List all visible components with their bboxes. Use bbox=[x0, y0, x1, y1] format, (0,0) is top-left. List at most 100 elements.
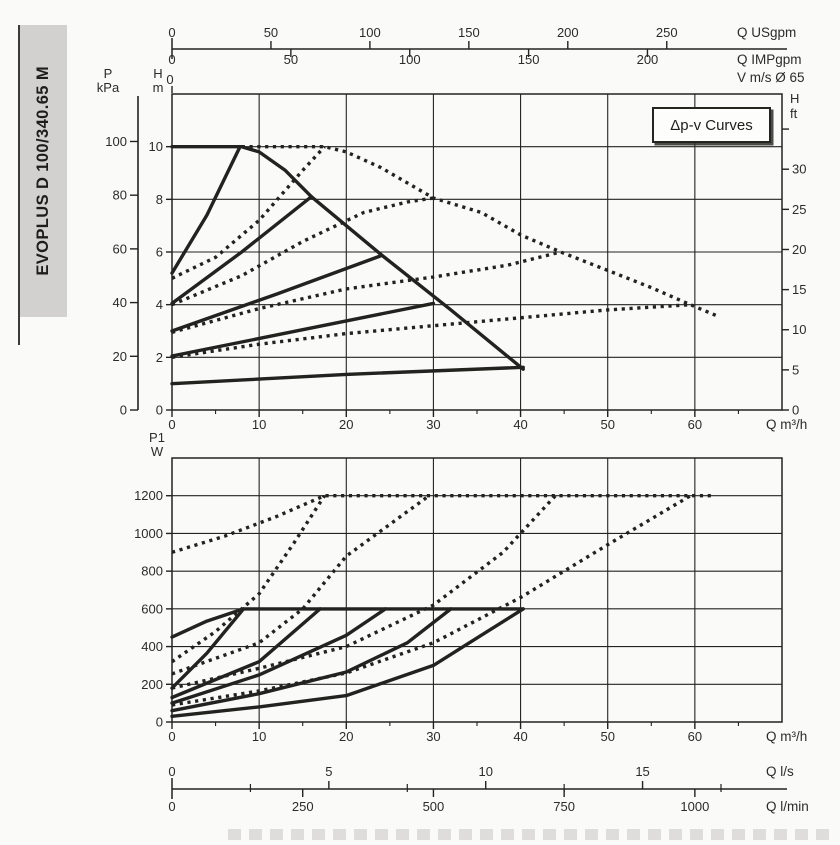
scale-tick-label: 10 bbox=[478, 764, 492, 779]
scale-tick-label: 250 bbox=[656, 25, 678, 40]
series-dpv-6m-single bbox=[170, 254, 382, 333]
series-min-curve-single bbox=[170, 365, 525, 386]
scale-unit: Q USgpm bbox=[737, 25, 796, 40]
y-axis-symbol: H bbox=[153, 66, 162, 81]
x-tick-label: 60 bbox=[688, 417, 702, 432]
series-max-curve-parallel bbox=[241, 145, 720, 319]
velocity-zero-label: 0 bbox=[166, 72, 173, 87]
x-tick-label: 0 bbox=[168, 729, 175, 744]
next-section-edge bbox=[228, 829, 834, 840]
ft-axis-unit: ft bbox=[790, 106, 798, 121]
scale-tick-label: 200 bbox=[637, 52, 659, 67]
series-dpv-10m-parallel bbox=[171, 145, 326, 280]
y-tick-label: 600 bbox=[141, 601, 163, 616]
x-tick-label: 0 bbox=[168, 417, 175, 432]
y-tick-label: 10 bbox=[149, 139, 163, 154]
series-dpv-4m-parallel bbox=[171, 303, 691, 359]
x-axis-unit: Q m³/h bbox=[766, 417, 807, 432]
power-flow-chart-frame bbox=[171, 457, 783, 723]
scale-tick-label: 0 bbox=[168, 52, 175, 67]
ft-tick-label: 0 bbox=[792, 403, 799, 418]
scale-tick-label: 750 bbox=[553, 799, 575, 814]
kpa-tick-label: 20 bbox=[113, 349, 127, 364]
x-tick-label: 40 bbox=[513, 729, 527, 744]
scale-tick-label: 50 bbox=[284, 52, 298, 67]
x-tick-label: 20 bbox=[339, 729, 353, 744]
scale-unit: Q IMPgpm bbox=[737, 52, 802, 67]
kpa-tick-label: 0 bbox=[120, 403, 127, 418]
scale-tick-label: 250 bbox=[292, 799, 314, 814]
series-power-min-single bbox=[170, 607, 525, 718]
x-tick-label: 50 bbox=[600, 729, 614, 744]
y-tick-label: 4 bbox=[156, 297, 163, 312]
scale-tick-label: 100 bbox=[359, 25, 381, 40]
dpv-curves-label: Δp-v Curves bbox=[670, 116, 753, 134]
scale-tick-label: 0 bbox=[168, 25, 175, 40]
y-tick-label: 1000 bbox=[134, 526, 163, 541]
ft-tick-label: 25 bbox=[792, 202, 806, 217]
y-axis-unit: m bbox=[153, 80, 164, 95]
x-tick-label: 10 bbox=[252, 417, 266, 432]
kpa-tick-label: 100 bbox=[105, 134, 127, 149]
kpa-tick-label: 80 bbox=[113, 188, 127, 203]
series-power-dpv-4m-single bbox=[170, 607, 453, 713]
x-tick-label: 20 bbox=[339, 417, 353, 432]
y-tick-label: 200 bbox=[141, 677, 163, 692]
x-tick-label: 30 bbox=[426, 729, 440, 744]
series-power-dpv-10m-single bbox=[170, 607, 246, 690]
y-tick-label: 2 bbox=[156, 350, 163, 365]
scale-tick-label: 0 bbox=[168, 799, 175, 814]
scale-tick-label: 50 bbox=[264, 25, 278, 40]
scale-tick-label: 500 bbox=[423, 799, 445, 814]
series-dpv-6m-parallel bbox=[171, 250, 562, 334]
y-tick-label: 400 bbox=[141, 639, 163, 654]
ft-tick-label: 20 bbox=[792, 242, 806, 257]
ft-tick-label: 30 bbox=[792, 162, 806, 177]
x-tick-label: 50 bbox=[600, 417, 614, 432]
scale-tick-label: 1000 bbox=[680, 799, 709, 814]
series-dpv-10m-single bbox=[170, 145, 242, 275]
series-power-dpv-6m-single bbox=[170, 607, 388, 705]
pump-model-sidebar: EVOPLUS D 100/340.65 M bbox=[20, 25, 67, 317]
y-tick-label: 6 bbox=[156, 245, 163, 260]
series-dpv-8m-parallel bbox=[171, 196, 434, 307]
kpa-axis-symbol: P bbox=[104, 66, 113, 81]
scale-tick-label: 100 bbox=[399, 52, 421, 67]
dpv-curves-annotation: Δp-v Curves bbox=[652, 107, 771, 143]
scale-tick-label: 200 bbox=[557, 25, 579, 40]
series-dpv-8m-single bbox=[170, 195, 314, 306]
ft-tick-label: 15 bbox=[792, 282, 806, 297]
x-tick-label: 30 bbox=[426, 417, 440, 432]
scale-tick-label: 15 bbox=[635, 764, 649, 779]
scale-tick-label: 150 bbox=[518, 52, 540, 67]
scale-unit: Q l/s bbox=[766, 764, 794, 779]
ft-tick-label: 10 bbox=[792, 322, 806, 337]
x-tick-label: 40 bbox=[513, 417, 527, 432]
x-tick-label: 10 bbox=[252, 729, 266, 744]
series-dpv-4m-single bbox=[170, 301, 436, 358]
ft-axis-symbol: H bbox=[790, 91, 799, 106]
series-power-dpv-8m-parallel bbox=[171, 494, 431, 676]
scale-tick-label: 0 bbox=[168, 764, 175, 779]
kpa-axis-unit: kPa bbox=[97, 80, 120, 95]
y-tick-label: 0 bbox=[156, 715, 163, 730]
sidebar-rule bbox=[18, 25, 20, 345]
y-tick-label: 0 bbox=[156, 403, 163, 418]
pump-model-label: EVOPLUS D 100/340.65 M bbox=[34, 66, 52, 276]
scale-tick-label: 5 bbox=[325, 764, 332, 779]
series-power-dpv-6m-parallel bbox=[171, 494, 557, 690]
series-power-max-parallel bbox=[171, 494, 713, 554]
x-axis-unit: Q m³/h bbox=[766, 729, 807, 744]
y-tick-label: 1200 bbox=[134, 488, 163, 503]
series-power-dpv-8m-single bbox=[170, 607, 322, 700]
kpa-tick-label: 60 bbox=[113, 241, 127, 256]
scale-unit: Q l/min bbox=[766, 799, 809, 814]
series-power-dpv-4m-parallel bbox=[171, 494, 692, 707]
velocity-unit: V m/s Ø 65 bbox=[737, 70, 805, 85]
x-tick-label: 60 bbox=[688, 729, 702, 744]
scale-tick-label: 150 bbox=[458, 25, 480, 40]
ft-tick-label: 5 bbox=[792, 362, 799, 377]
y-tick-label: 800 bbox=[141, 564, 163, 579]
